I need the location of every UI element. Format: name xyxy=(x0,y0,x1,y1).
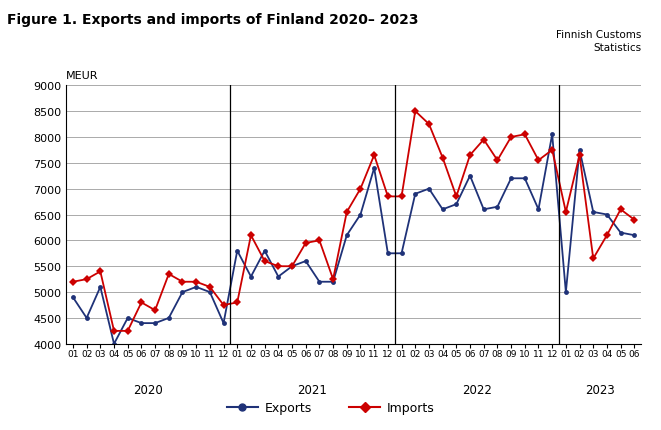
Exports xyxy=(97,285,104,290)
Exports xyxy=(301,259,309,264)
Imports xyxy=(411,109,419,114)
Text: MEUR: MEUR xyxy=(66,71,98,80)
Imports xyxy=(480,138,488,143)
Legend: Exports, Imports: Exports, Imports xyxy=(221,396,440,419)
Exports xyxy=(466,174,474,179)
Exports xyxy=(507,176,515,181)
Exports xyxy=(124,316,132,321)
Imports xyxy=(452,194,460,200)
Imports xyxy=(617,207,625,212)
Text: 2022: 2022 xyxy=(462,383,492,396)
Exports xyxy=(603,212,611,218)
Exports xyxy=(329,280,337,285)
Exports xyxy=(521,176,529,181)
Exports xyxy=(110,341,118,347)
Imports xyxy=(192,280,200,285)
Text: 2020: 2020 xyxy=(134,383,163,396)
Exports xyxy=(83,316,91,321)
Imports xyxy=(384,194,392,200)
Exports xyxy=(425,187,433,192)
Text: 2023: 2023 xyxy=(585,383,615,396)
Exports xyxy=(178,290,186,295)
Imports xyxy=(329,277,337,282)
Exports xyxy=(247,274,255,280)
Imports xyxy=(548,148,556,153)
Text: Figure 1. Exports and imports of Finland 2020– 2023: Figure 1. Exports and imports of Finland… xyxy=(7,13,418,27)
Exports xyxy=(617,230,625,236)
Line: Imports: Imports xyxy=(70,109,637,334)
Imports xyxy=(69,280,77,285)
Text: Finnish Customs
Statistics: Finnish Customs Statistics xyxy=(556,30,641,52)
Exports xyxy=(562,290,570,295)
Imports xyxy=(124,329,132,334)
Imports xyxy=(562,210,570,215)
Imports xyxy=(603,233,611,238)
Imports xyxy=(466,153,474,158)
Imports xyxy=(165,272,173,277)
Exports xyxy=(69,295,77,300)
Imports xyxy=(521,132,529,138)
Imports xyxy=(493,158,501,163)
Exports xyxy=(411,192,419,197)
Imports xyxy=(425,122,433,127)
Imports xyxy=(343,210,351,215)
Imports xyxy=(247,233,255,238)
Exports xyxy=(452,202,460,207)
Imports xyxy=(260,259,268,264)
Exports xyxy=(548,132,556,138)
Imports xyxy=(356,187,364,192)
Imports xyxy=(315,238,323,243)
Imports xyxy=(97,269,104,274)
Imports xyxy=(288,264,296,269)
Exports xyxy=(480,207,488,212)
Exports xyxy=(151,321,159,326)
Imports xyxy=(507,135,515,140)
Imports xyxy=(301,241,309,246)
Imports xyxy=(219,303,227,308)
Exports xyxy=(165,316,173,321)
Exports xyxy=(137,321,145,326)
Imports xyxy=(439,156,447,161)
Imports xyxy=(206,285,214,290)
Imports xyxy=(535,158,543,163)
Exports xyxy=(493,205,501,210)
Exports xyxy=(219,321,227,326)
Exports xyxy=(439,207,447,212)
Exports xyxy=(631,233,639,238)
Imports xyxy=(110,329,118,334)
Imports xyxy=(576,153,584,158)
Imports xyxy=(137,300,145,305)
Imports xyxy=(151,308,159,313)
Imports xyxy=(370,153,378,158)
Exports xyxy=(260,249,268,254)
Exports xyxy=(384,251,392,256)
Imports xyxy=(178,280,186,285)
Exports xyxy=(288,264,296,269)
Exports xyxy=(192,285,200,290)
Imports xyxy=(83,277,91,282)
Exports xyxy=(315,280,323,285)
Imports xyxy=(233,300,241,305)
Exports xyxy=(535,207,543,212)
Exports xyxy=(356,212,364,218)
Exports xyxy=(343,233,351,238)
Exports xyxy=(233,249,241,254)
Text: 2021: 2021 xyxy=(297,383,327,396)
Exports xyxy=(206,290,214,295)
Imports xyxy=(590,256,598,261)
Exports xyxy=(576,148,584,153)
Imports xyxy=(631,218,639,223)
Imports xyxy=(397,194,405,200)
Exports xyxy=(397,251,405,256)
Exports xyxy=(274,274,282,280)
Line: Exports: Exports xyxy=(71,132,637,347)
Exports xyxy=(590,210,598,215)
Exports xyxy=(370,166,378,171)
Imports xyxy=(274,264,282,269)
